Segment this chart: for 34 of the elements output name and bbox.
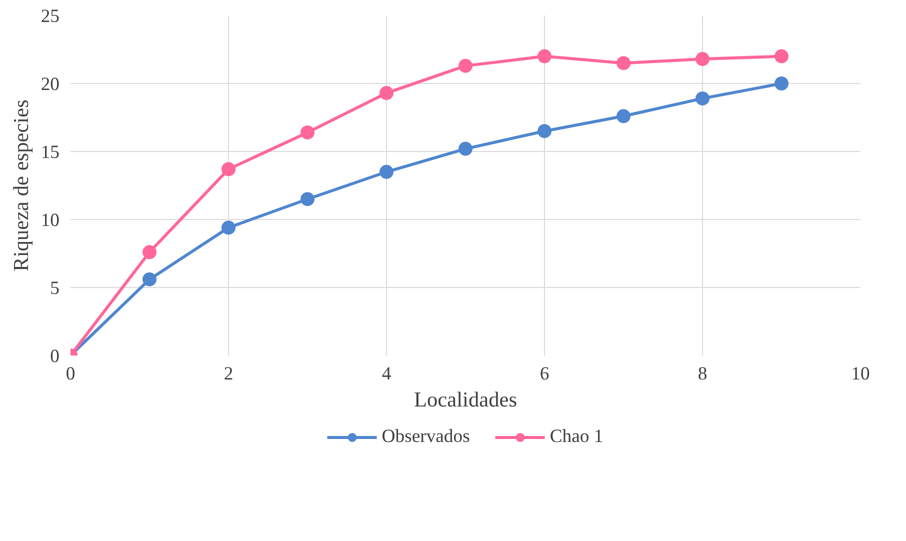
x-tick-label: 0 bbox=[66, 364, 76, 384]
x-tick-label: 6 bbox=[540, 364, 550, 384]
legend-label: Observados bbox=[382, 426, 470, 448]
y-tick-label: 20 bbox=[40, 74, 60, 95]
point bbox=[458, 58, 472, 73]
legend-label: Chao 1 bbox=[550, 426, 604, 448]
point bbox=[300, 192, 314, 206]
point bbox=[142, 245, 156, 260]
point bbox=[616, 109, 630, 124]
point bbox=[538, 124, 552, 138]
y-tick-label: 15 bbox=[40, 142, 60, 163]
y-tick-label: 0 bbox=[50, 346, 60, 367]
x-tick-label: 2 bbox=[224, 364, 234, 384]
x-tick-label: 10 bbox=[851, 364, 870, 384]
point bbox=[380, 86, 394, 100]
x-tick-label: 4 bbox=[382, 364, 392, 384]
point bbox=[774, 49, 788, 64]
y-tick-label: 10 bbox=[40, 210, 60, 231]
point bbox=[696, 52, 710, 66]
y-axis-title: Riqueza de especies bbox=[8, 100, 33, 272]
point bbox=[458, 142, 472, 156]
point bbox=[696, 91, 710, 106]
y-tick-label: 25 bbox=[40, 6, 60, 27]
x-axis-title: Localidades bbox=[414, 388, 518, 412]
point bbox=[222, 220, 236, 235]
y-tick-label: 5 bbox=[50, 278, 60, 299]
point bbox=[300, 125, 314, 140]
point bbox=[142, 272, 156, 286]
point bbox=[380, 164, 394, 179]
x-tick-label: 8 bbox=[698, 364, 708, 384]
point bbox=[616, 56, 630, 70]
point bbox=[538, 49, 552, 64]
point bbox=[774, 76, 788, 90]
point bbox=[222, 162, 236, 176]
